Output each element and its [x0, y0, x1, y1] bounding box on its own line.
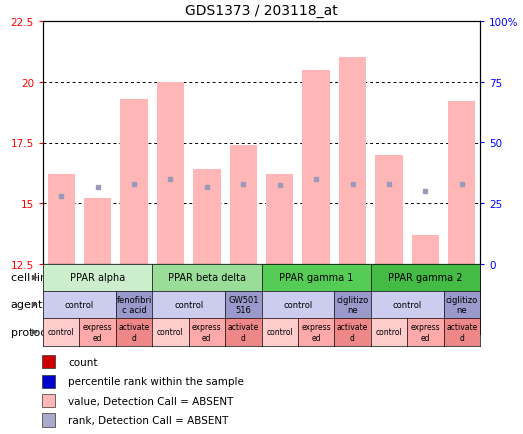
Bar: [42, 394, 55, 407]
Title: GDS1373 / 203118_at: GDS1373 / 203118_at: [185, 4, 338, 18]
Text: fenofibri
c acid: fenofibri c acid: [116, 295, 152, 315]
Text: express
ed: express ed: [83, 322, 112, 342]
Bar: [376, 155, 403, 264]
Text: activate
d: activate d: [118, 322, 150, 342]
Text: PPAR gamma 1: PPAR gamma 1: [279, 273, 354, 283]
Text: ciglitizo
ne: ciglitizo ne: [336, 295, 369, 315]
Text: control: control: [283, 300, 313, 309]
Text: agent: agent: [11, 300, 43, 310]
Bar: [42, 375, 55, 388]
Bar: [302, 70, 330, 264]
Bar: [120, 99, 147, 264]
Text: ciglitizo
ne: ciglitizo ne: [446, 295, 478, 315]
Text: activate
d: activate d: [228, 322, 259, 342]
Text: cell line: cell line: [11, 273, 54, 283]
Bar: [157, 82, 184, 264]
Text: control: control: [174, 300, 203, 309]
Text: control: control: [376, 328, 402, 337]
Text: percentile rank within the sample: percentile rank within the sample: [68, 376, 244, 386]
Bar: [42, 413, 55, 427]
Text: count: count: [68, 357, 97, 367]
Text: PPAR alpha: PPAR alpha: [70, 273, 125, 283]
Text: PPAR beta delta: PPAR beta delta: [168, 273, 246, 283]
Text: activate
d: activate d: [337, 322, 368, 342]
Text: control: control: [266, 328, 293, 337]
Text: control: control: [393, 300, 422, 309]
Bar: [230, 145, 257, 264]
Text: express
ed: express ed: [411, 322, 440, 342]
Text: value, Detection Call = ABSENT: value, Detection Call = ABSENT: [68, 396, 233, 406]
Text: control: control: [65, 300, 94, 309]
Text: activate
d: activate d: [446, 322, 477, 342]
Bar: [339, 58, 366, 264]
Bar: [48, 175, 75, 264]
Bar: [84, 199, 111, 264]
Text: rank, Detection Call = ABSENT: rank, Detection Call = ABSENT: [68, 415, 229, 425]
Bar: [412, 235, 439, 264]
Text: PPAR gamma 2: PPAR gamma 2: [388, 273, 463, 283]
Bar: [266, 175, 293, 264]
Bar: [42, 355, 55, 368]
Bar: [193, 170, 221, 264]
Text: express
ed: express ed: [192, 322, 222, 342]
Text: protocol: protocol: [11, 327, 56, 337]
Bar: [448, 102, 475, 264]
Text: control: control: [48, 328, 75, 337]
Text: GW501
516: GW501 516: [228, 295, 258, 315]
Text: control: control: [157, 328, 184, 337]
Text: express
ed: express ed: [301, 322, 331, 342]
